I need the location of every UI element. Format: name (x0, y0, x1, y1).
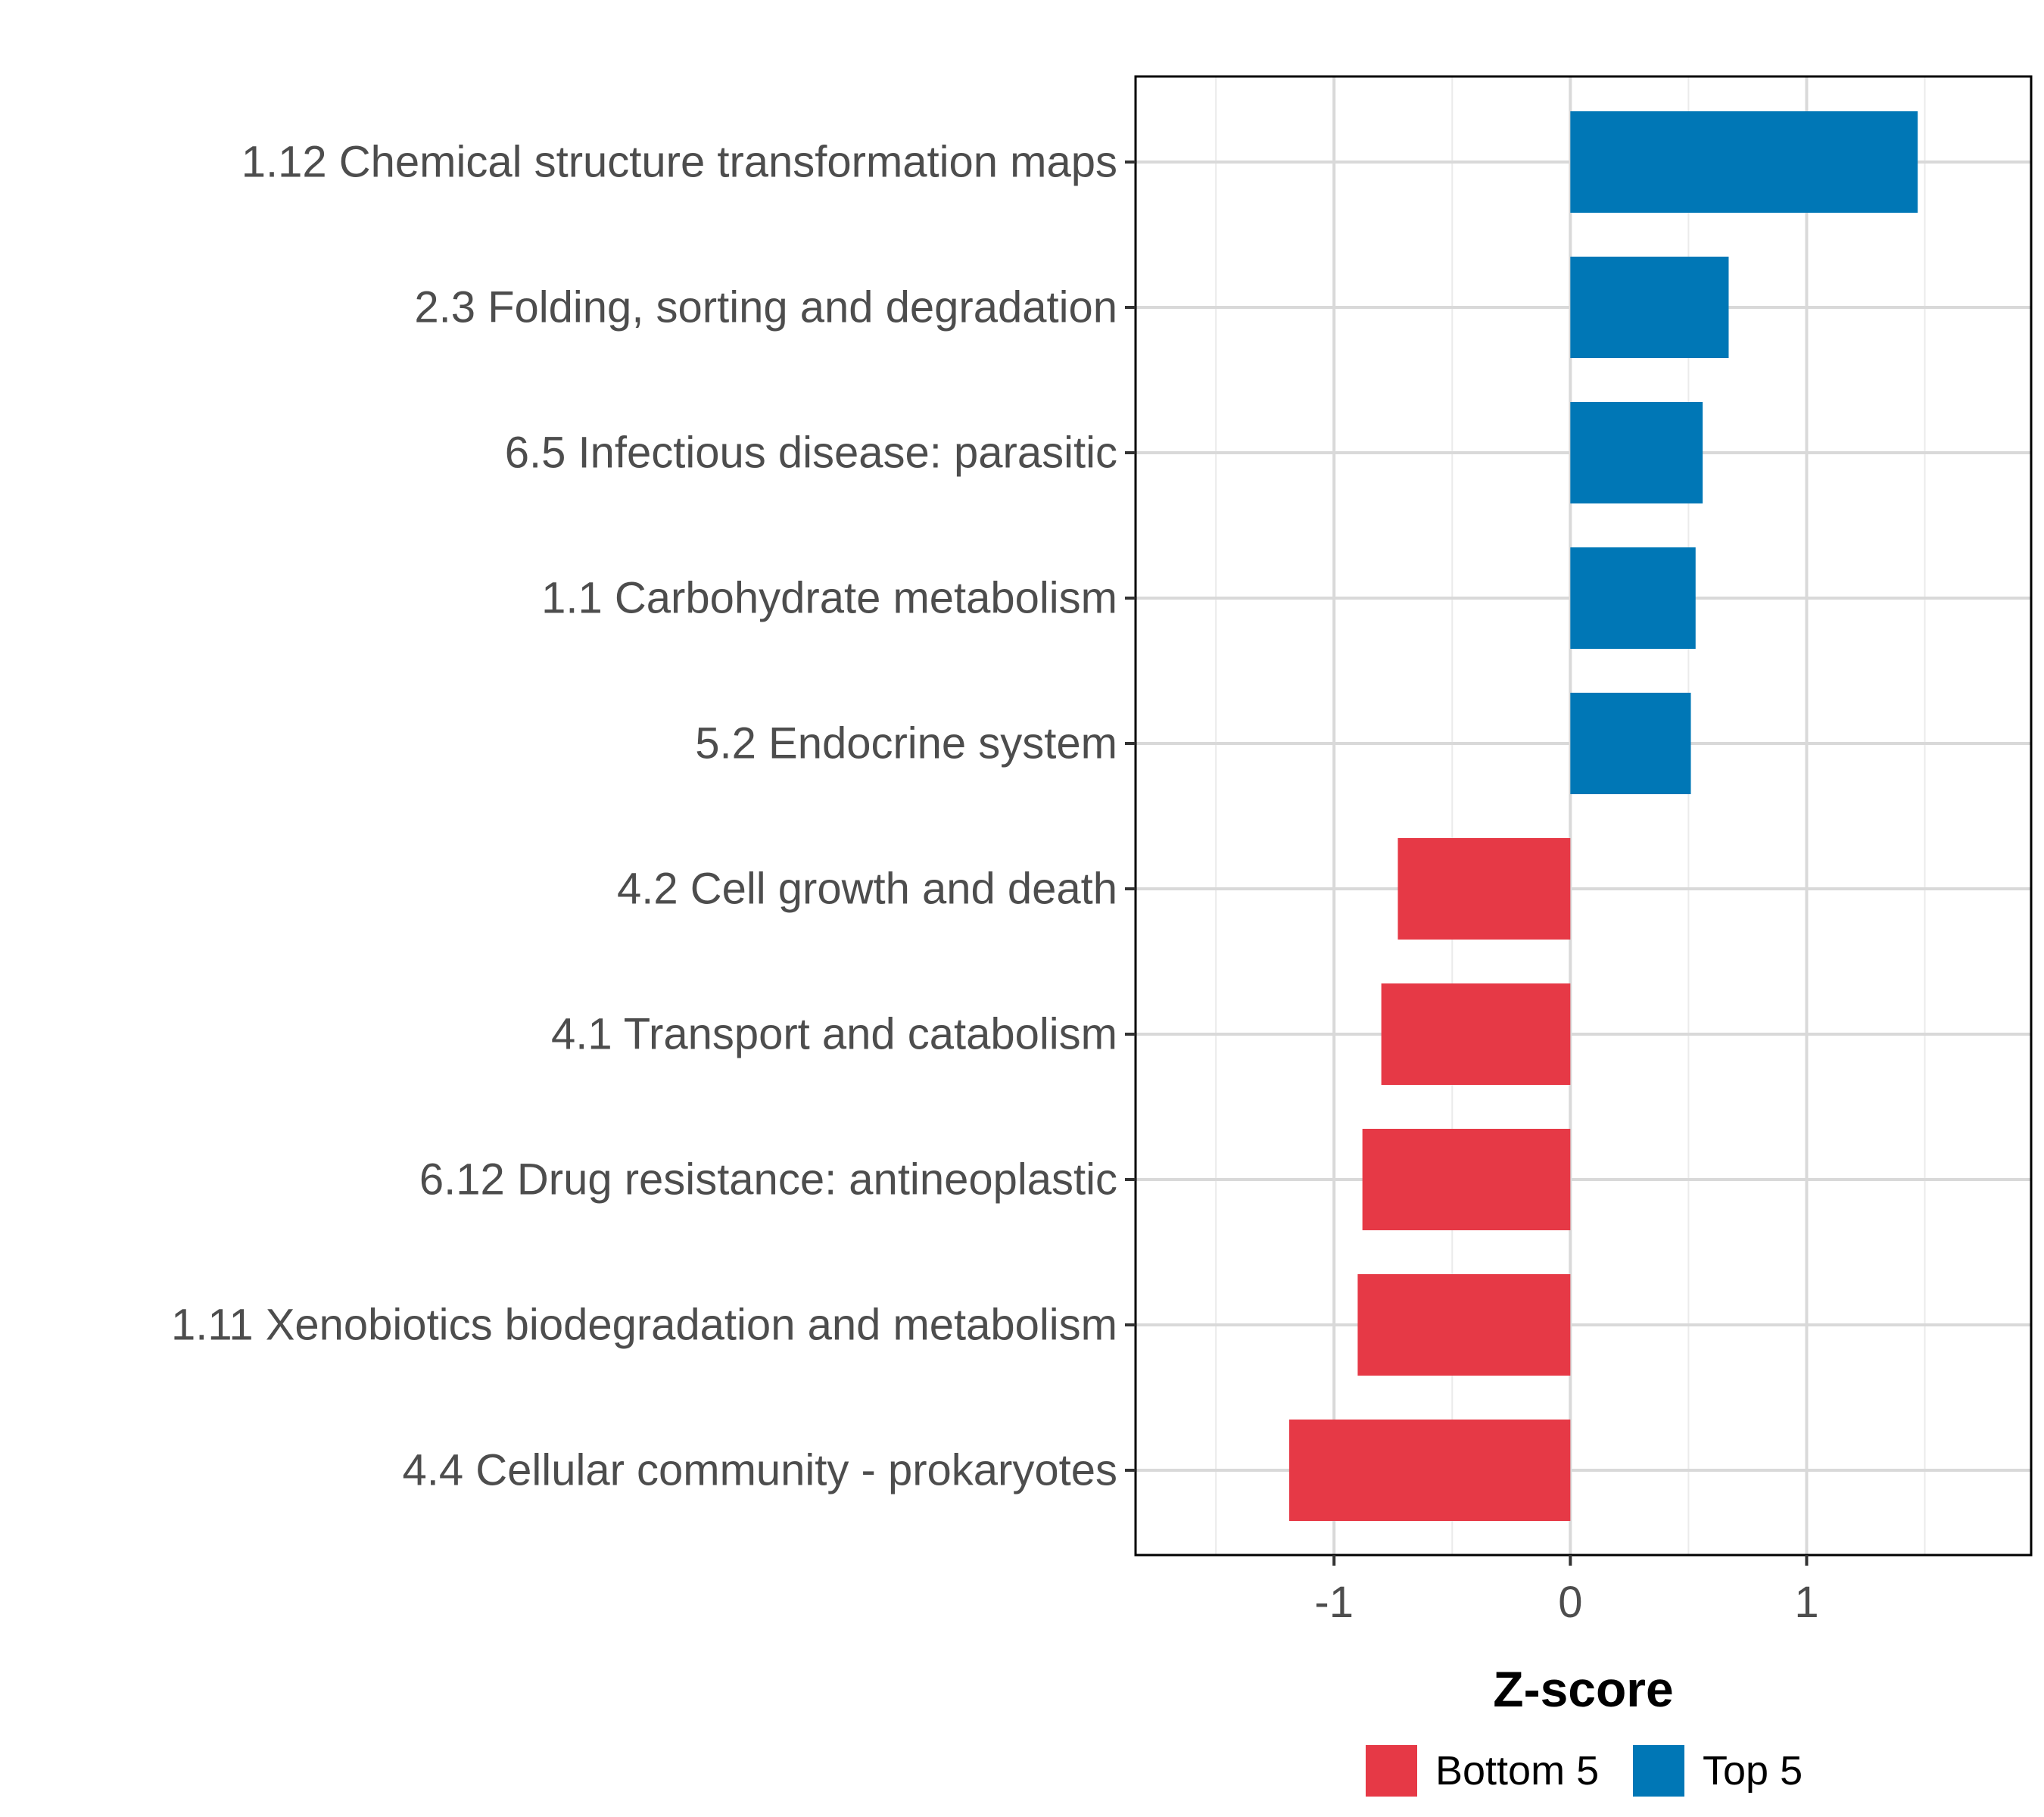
axis-ticks (1125, 161, 1809, 1566)
y-tick-label: 1.1 Carbohydrate metabolism (541, 574, 1117, 623)
bar (1362, 1129, 1571, 1230)
y-tick-label: 6.5 Infectious disease: parasitic (505, 429, 1117, 478)
y-tick-label: 1.11 Xenobiotics biodegradation and meta… (171, 1301, 1117, 1350)
legend-label: Bottom 5 (1435, 1748, 1599, 1794)
bar (1570, 111, 1918, 213)
legend-key (1366, 1745, 1417, 1797)
bar (1570, 257, 1729, 358)
x-tick-label: 1 (1794, 1578, 1818, 1627)
bar (1288, 1420, 1571, 1521)
plot-panel-border (1134, 75, 2033, 1557)
bar (1357, 1274, 1571, 1376)
legend: Bottom 5 Top 5 (1366, 1745, 1803, 1797)
y-tick-label: 5.2 Endocrine system (695, 719, 1117, 768)
bar (1570, 547, 1696, 649)
bar (1397, 838, 1571, 940)
bar (1570, 693, 1691, 794)
legend-label: Top 5 (1703, 1748, 1803, 1794)
y-tick-label: 4.4 Cellular community - prokaryotes (403, 1446, 1117, 1495)
y-tick-label: 4.1 Transport and catabolism (551, 1010, 1117, 1059)
x-tick-label: 0 (1558, 1578, 1582, 1627)
y-axis-labels: 1.12 Chemical structure transformation m… (171, 138, 1117, 1495)
x-axis-labels: -1 0 1 (1314, 1578, 1818, 1627)
bars (1288, 111, 1918, 1521)
x-tick-label: -1 (1314, 1578, 1354, 1627)
legend-key (1633, 1745, 1684, 1797)
y-tick-label: 2.3 Folding, sorting and degradation (414, 283, 1117, 332)
y-tick-label: 6.12 Drug resistance: antineoplastic (419, 1155, 1117, 1205)
y-tick-label: 1.12 Chemical structure transformation m… (241, 138, 1117, 187)
x-axis-title: Z-score (1493, 1661, 1673, 1717)
bar (1570, 402, 1703, 503)
y-tick-label: 4.2 Cell growth and death (617, 865, 1117, 914)
bar (1381, 983, 1571, 1085)
